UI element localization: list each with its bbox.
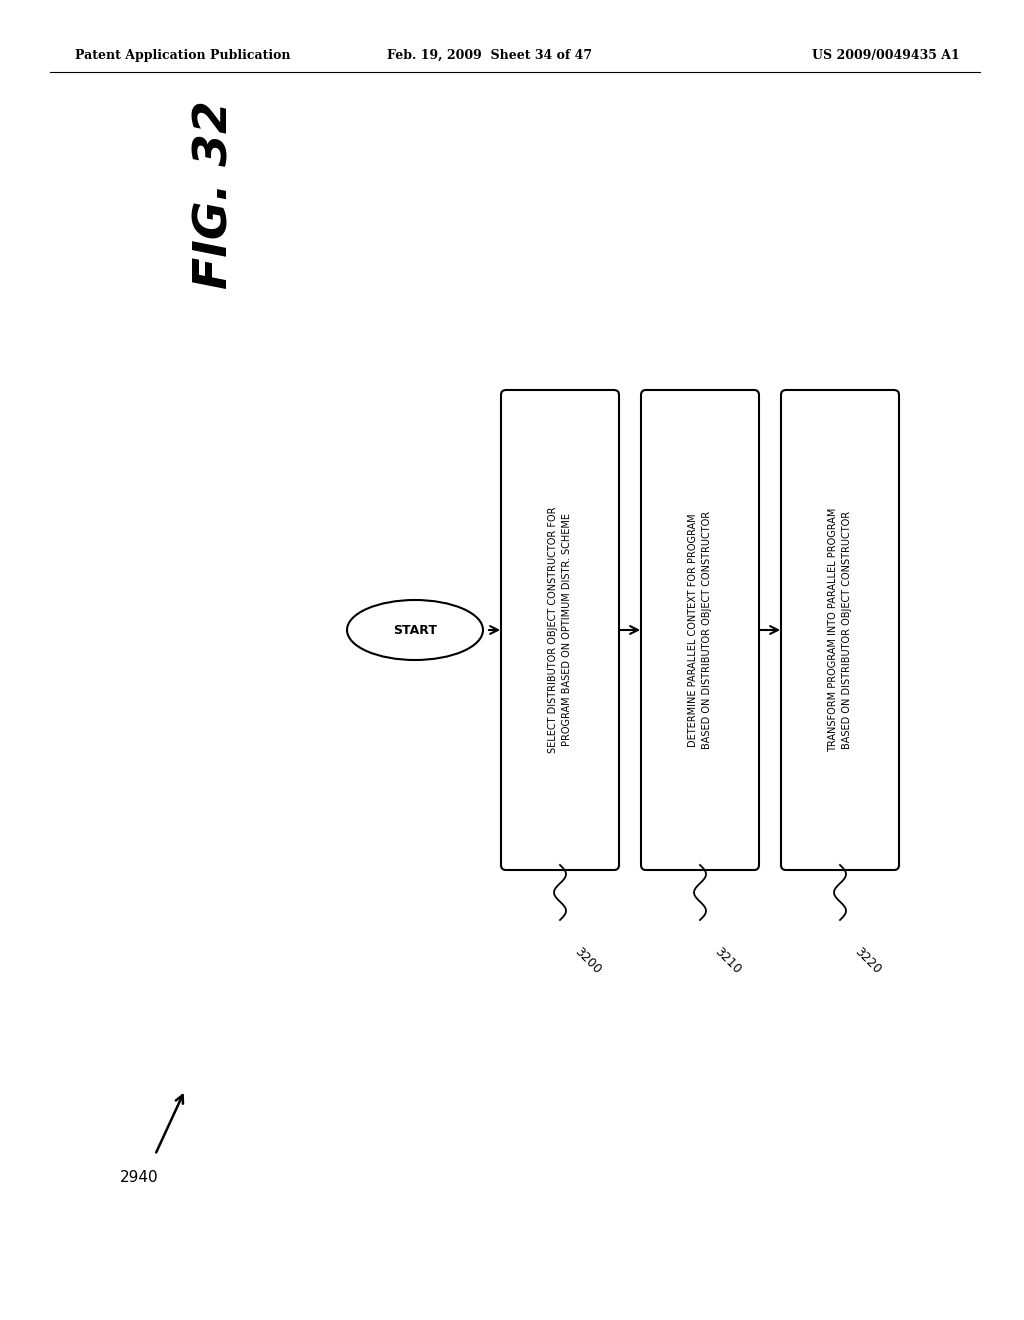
Text: SELECT DISTRIBUTOR OBJECT CONSTRUCTOR FOR
PROGRAM BASED ON OPTIMUM DISTR. SCHEME: SELECT DISTRIBUTOR OBJECT CONSTRUCTOR FO… [548, 507, 572, 754]
Text: FIG. 32: FIG. 32 [193, 100, 238, 289]
Text: Patent Application Publication: Patent Application Publication [75, 49, 291, 62]
Text: US 2009/0049435 A1: US 2009/0049435 A1 [812, 49, 961, 62]
Ellipse shape [347, 601, 483, 660]
Text: 3200: 3200 [572, 945, 603, 977]
Text: 3210: 3210 [712, 945, 743, 977]
Text: TRANSFORM PROGRAM INTO PARALLEL PROGRAM
BASED ON DISTRIBUTOR OBJECT CONSTRUCTOR: TRANSFORM PROGRAM INTO PARALLEL PROGRAM … [828, 508, 852, 752]
Text: Feb. 19, 2009  Sheet 34 of 47: Feb. 19, 2009 Sheet 34 of 47 [387, 49, 593, 62]
Text: START: START [393, 623, 437, 636]
Text: 2940: 2940 [120, 1170, 159, 1185]
FancyBboxPatch shape [641, 389, 759, 870]
Text: DETERMINE PARALLEL CONTEXT FOR PROGRAM
BASED ON DISTRIBUTOR OBJECT CONSTRUCTOR: DETERMINE PARALLEL CONTEXT FOR PROGRAM B… [688, 511, 712, 748]
FancyBboxPatch shape [501, 389, 618, 870]
Text: 3220: 3220 [852, 945, 884, 977]
FancyBboxPatch shape [781, 389, 899, 870]
